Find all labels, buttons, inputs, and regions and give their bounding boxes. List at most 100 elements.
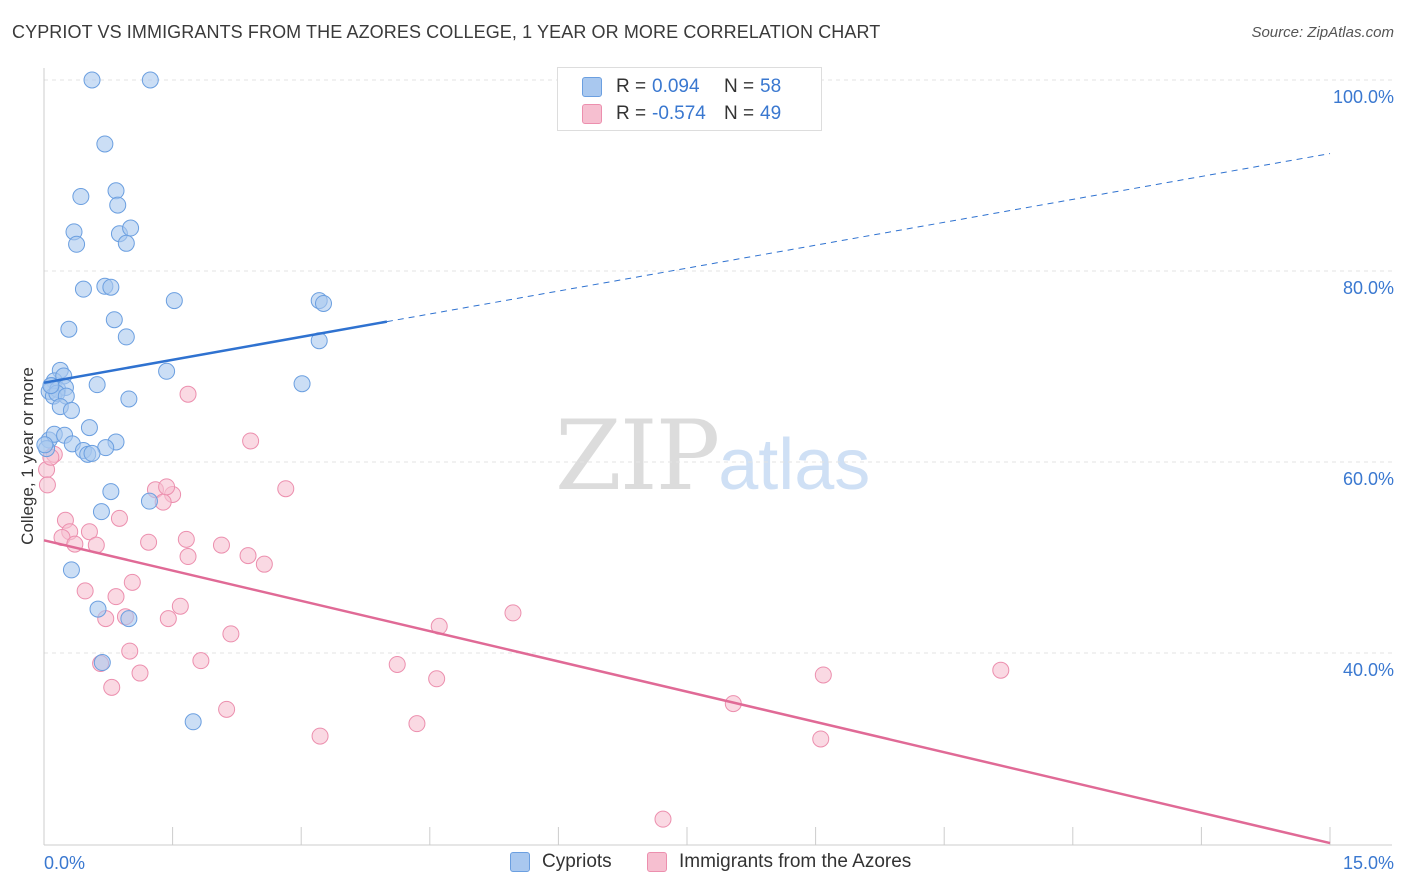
azores-trend-line — [43, 539, 1331, 845]
cypriots-point — [120, 390, 138, 408]
cypriots-point — [102, 278, 120, 296]
cypriots-point — [62, 561, 80, 579]
series-immigrants-azores-points — [38, 385, 1010, 828]
azores-point — [80, 523, 98, 541]
grid-lines — [44, 79, 1392, 654]
azores-point — [242, 432, 260, 450]
cypriots-point — [165, 292, 183, 310]
cypriots-point — [122, 219, 140, 237]
cypriots-point — [93, 654, 111, 672]
azores-point — [218, 700, 236, 718]
r-label: R = — [616, 103, 647, 124]
watermark-zip: ZIP — [555, 400, 720, 512]
cypriots-point — [96, 135, 114, 153]
y-tick-label-100: 100.0% — [1332, 87, 1394, 107]
legend-label-azores: Immigrants from the Azores — [679, 851, 912, 872]
cypriots-point — [92, 503, 110, 521]
azores-point — [504, 604, 522, 622]
cypriots-point — [102, 483, 120, 501]
azores-point — [179, 548, 197, 566]
azores-point — [428, 670, 446, 688]
x-tick-label-min: 0.0% — [44, 853, 86, 873]
cypriots-point — [314, 294, 332, 312]
azores-point — [388, 655, 406, 673]
azores-point — [192, 652, 210, 670]
azores-point — [814, 666, 832, 684]
azores-point — [177, 530, 195, 548]
cypriots-point — [117, 328, 135, 346]
stats-legend: R = 0.094 N = 58 R = -0.574 N = 49 — [557, 67, 822, 131]
azores-point — [123, 573, 141, 591]
azores-point — [654, 810, 672, 828]
cypriots-point — [107, 182, 125, 200]
cypriots-point — [120, 610, 138, 628]
cypriots-trend-line — [43, 320, 388, 384]
azores-point — [107, 588, 125, 606]
cypriots-legend-swatch — [510, 852, 530, 872]
azores-point — [277, 480, 295, 498]
y-tick-label-40: 40.0% — [1342, 660, 1394, 680]
azores-point — [121, 642, 139, 660]
azores-point — [311, 727, 329, 745]
azores-point — [140, 533, 158, 551]
cypriots-point — [80, 419, 98, 437]
legend-item-cypriots[interactable]: Cypriots — [510, 851, 612, 873]
stats-row-azores: R = -0.574 N = 49 — [582, 101, 781, 127]
cypriots-point — [184, 713, 202, 731]
azores-swatch — [582, 104, 602, 124]
cypriots-point — [83, 444, 101, 462]
cypriots-point — [109, 196, 127, 214]
stats-row-cypriots: R = 0.094 N = 58 — [582, 74, 781, 100]
watermark-atlas: atlas — [718, 425, 871, 505]
cypriots-point — [140, 492, 158, 510]
azores-point — [110, 509, 128, 527]
cypriots-point — [105, 311, 123, 329]
azores-point — [38, 476, 56, 494]
cypriots-point — [72, 188, 90, 206]
azores-point — [992, 661, 1010, 679]
cypriots-trend-extension — [386, 153, 1331, 323]
azores-point — [131, 664, 149, 682]
cypriots-point — [60, 320, 78, 338]
r-label: R = — [616, 76, 647, 97]
trend-lines — [43, 153, 1331, 845]
n-value: 49 — [760, 103, 782, 124]
cypriots-point — [141, 71, 159, 89]
axes — [43, 68, 1392, 846]
azores-point — [239, 547, 257, 565]
cypriots-point — [62, 401, 80, 419]
cypriots-point — [293, 375, 311, 393]
cypriots-point — [36, 436, 54, 454]
y-tick-label-60: 60.0% — [1342, 469, 1394, 489]
source-credit: Source: ZipAtlas.com — [1251, 24, 1394, 41]
series-legend: Cypriots Immigrants from the Azores — [0, 851, 1406, 879]
n-value: 58 — [760, 76, 782, 97]
r-value: 0.094 — [652, 76, 700, 97]
cypriots-swatch — [582, 77, 602, 97]
azores-point — [408, 715, 426, 733]
cypriots-point — [74, 280, 92, 298]
y-tick-label-80: 80.0% — [1342, 278, 1394, 298]
azores-legend-swatch — [647, 852, 667, 872]
azores-point — [158, 478, 176, 496]
cypriots-point — [89, 600, 107, 618]
cypriots-point — [83, 71, 101, 89]
n-label: N = — [724, 76, 755, 97]
x-tick-label-max: 15.0% — [1342, 853, 1394, 873]
cypriots-point — [158, 362, 176, 380]
azores-point — [222, 625, 240, 643]
r-value: -0.574 — [652, 103, 706, 124]
watermark: ZIPatlas — [555, 400, 870, 512]
azores-point — [103, 678, 121, 696]
legend-item-azores[interactable]: Immigrants from the Azores — [647, 851, 911, 873]
azores-point — [812, 730, 830, 748]
cypriots-point — [68, 235, 86, 253]
legend-label-cypriots: Cypriots — [542, 851, 612, 872]
azores-point — [179, 385, 197, 403]
cypriots-point — [117, 234, 135, 252]
azores-point — [171, 597, 189, 615]
azores-point — [255, 555, 273, 573]
chart-title: CYPRIOT VS IMMIGRANTS FROM THE AZORES CO… — [12, 22, 881, 42]
series-cypriots-points — [36, 71, 332, 731]
